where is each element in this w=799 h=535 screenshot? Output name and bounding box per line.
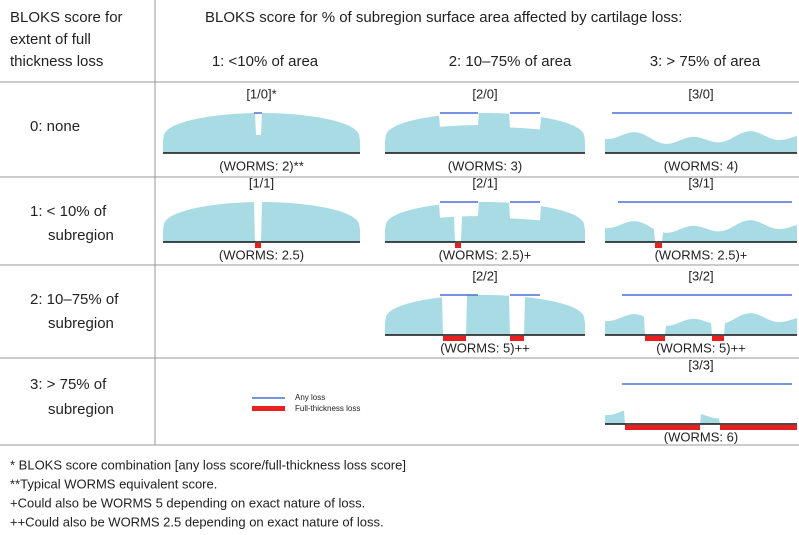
header-title: BLOKS score for % of subregion surface a… xyxy=(205,9,682,26)
worms-score: (WORMS: 2.5)+ xyxy=(655,247,748,262)
cartilage xyxy=(605,410,797,424)
legend-label: Any loss xyxy=(295,393,325,402)
footnote: * BLOKS score combination [any loss scor… xyxy=(10,457,406,472)
cartilage xyxy=(605,313,797,335)
cell-label: [2/0] xyxy=(472,86,497,101)
worms-score: (WORMS: 5)++ xyxy=(440,340,530,355)
worms-score: (WORMS: 2.5)+ xyxy=(439,247,532,262)
row-label: 3: > 75% of xyxy=(30,376,107,393)
cell-label: [2/1] xyxy=(472,175,497,190)
row-label: subregion xyxy=(48,227,114,244)
legend-label: Full-thickness loss xyxy=(295,404,360,413)
cell-label: [2/2] xyxy=(472,268,497,283)
diagram: BLOKS score for extent of full thickness… xyxy=(0,0,799,535)
worms-score: (WORMS: 2)** xyxy=(219,158,304,173)
cell-label: [3/2] xyxy=(688,268,713,283)
column-header: 1: <10% of area xyxy=(212,53,319,70)
cartilage xyxy=(163,202,360,242)
column-header: 3: > 75% of area xyxy=(650,53,761,70)
cell-label: [3/0] xyxy=(688,86,713,101)
cartilage xyxy=(385,113,585,153)
row-label: 0: none xyxy=(30,118,80,135)
cell-label: [3/3] xyxy=(688,357,713,372)
cartilage xyxy=(385,202,585,242)
worms-score: (WORMS: 6) xyxy=(664,429,738,444)
corner-header: BLOKS score for xyxy=(10,9,123,26)
cell-label: [1/1] xyxy=(249,175,274,190)
row-label: subregion xyxy=(48,401,114,418)
worms-score: (WORMS: 5)++ xyxy=(656,340,746,355)
cartilage xyxy=(605,220,797,242)
worms-score: (WORMS: 4) xyxy=(664,158,738,173)
row-label: 2: 10–75% of xyxy=(30,291,119,308)
legend-swatch xyxy=(252,406,285,411)
row-label: subregion xyxy=(48,315,114,332)
cell-label: [3/1] xyxy=(688,175,713,190)
footnote: ++Could also be WORMS 2.5 depending on e… xyxy=(10,514,384,529)
row-label: 1: < 10% of xyxy=(30,203,107,220)
cell-label: [1/0]* xyxy=(246,86,276,101)
cartilage xyxy=(163,113,360,153)
column-header: 2: 10–75% of area xyxy=(449,53,572,70)
worms-score: (WORMS: 3) xyxy=(448,158,522,173)
corner-header: extent of full xyxy=(10,31,91,48)
footnote: +Could also be WORMS 5 depending on exac… xyxy=(10,495,365,510)
cartilage xyxy=(605,131,797,153)
cartilage xyxy=(385,295,585,335)
corner-header: thickness loss xyxy=(10,53,103,70)
footnote: **Typical WORMS equivalent score. xyxy=(10,476,217,491)
worms-score: (WORMS: 2.5) xyxy=(219,247,304,262)
